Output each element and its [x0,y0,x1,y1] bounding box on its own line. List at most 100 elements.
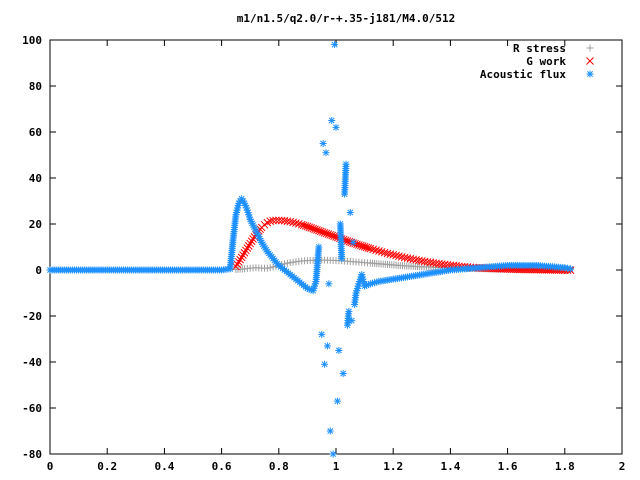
star-stroke [350,239,357,246]
cross-stroke [326,230,335,239]
cross-stroke [395,252,403,261]
cross-stroke [299,221,308,230]
cross-stroke [364,244,373,252]
data-point [395,252,403,261]
x-tick-label: 0.4 [154,460,174,473]
data-point [269,216,277,225]
cross-stroke [301,222,310,230]
star-stroke [327,428,334,434]
cross-stroke [316,227,325,236]
legend-marker [586,44,594,52]
cross-stroke [305,223,314,232]
cross-stroke [242,246,250,255]
star-stroke [240,198,247,204]
star-stroke [323,149,329,156]
axis-ticks: 0 0.2 0.4 0.6 0.8 1 1.2 1.4 1.6 1.8 2100806040200-… [22,34,625,473]
data-point [326,427,334,435]
cross-stroke [320,228,329,237]
cross-stroke [297,220,306,229]
data-point [323,342,331,350]
data-point [269,263,277,271]
data-point [321,360,329,368]
data-series [46,41,575,458]
legend-marker [586,70,594,78]
cross-stroke [369,245,378,254]
y-tick-label: 100 [22,34,42,47]
legend-marker [586,57,594,65]
star-stroke [330,451,337,457]
star-stroke [245,211,252,218]
data-point [567,265,575,273]
data-point [349,238,357,246]
data-point [234,258,243,266]
data-point [333,397,341,405]
star-stroke [564,265,571,272]
cross-stroke [356,241,365,250]
y-tick-label: -80 [22,448,42,461]
star-stroke [333,124,339,131]
cross-stroke [243,244,252,253]
cross-stroke [269,216,277,225]
cross-stroke [292,219,300,227]
data-point [329,450,337,458]
cross-stroke [324,230,333,238]
x-tick-label: 0.8 [269,460,289,473]
cross-stroke [362,243,371,252]
cross-stroke [247,237,256,246]
cross-stroke [372,246,380,255]
cross-stroke [239,251,247,259]
cross-stroke [380,248,389,257]
data-point [389,250,398,259]
cross-stroke [309,224,317,233]
star-stroke [335,347,342,354]
star-stroke [359,276,366,283]
star-stroke [358,271,365,278]
star-stroke [340,370,347,377]
star-stroke [315,244,322,250]
y-tick-label: -40 [22,356,42,369]
star-stroke [360,278,367,285]
cross-stroke [303,222,312,231]
cross-stroke [383,249,392,258]
data-point [369,245,378,254]
data-point [292,219,300,227]
data-point [286,217,295,226]
chart-title: m1/n1.5/q2.0/r-+.35-j181/M4.0/512 [237,12,456,25]
data-point [392,251,400,260]
data-point [339,370,347,377]
star-stroke [245,209,252,216]
axes [49,39,623,455]
legend-label: Acoustic flux [480,68,566,81]
x-tick-label: 1.4 [440,460,460,473]
data-point [246,239,255,248]
star-stroke [321,361,328,368]
data-point [318,330,326,338]
data-point [242,246,250,255]
data-point [345,307,353,315]
cross-stroke [246,239,255,248]
data-point [263,264,271,272]
legend-label: G work [526,55,566,68]
cross-stroke [233,260,242,269]
legend-label: R stress [513,42,566,55]
cross-stroke [358,242,367,251]
cross-stroke [313,226,321,234]
cross-stroke [355,241,363,249]
cross-stroke [343,237,352,245]
cross-stroke [294,220,303,228]
y-tick-label: 80 [29,80,42,93]
data-point [332,123,340,131]
x-tick-label: 1.8 [555,460,575,473]
x-tick-label: 0 [47,460,54,473]
y-tick-label: 0 [35,264,42,277]
data-point [325,280,333,288]
cross-stroke [289,218,297,227]
cross-stroke [311,225,319,234]
data-point [364,244,373,252]
x-tick-label: 1.6 [498,460,518,473]
data-point [266,264,274,272]
data-point [236,255,245,264]
star-stroke [343,161,349,168]
